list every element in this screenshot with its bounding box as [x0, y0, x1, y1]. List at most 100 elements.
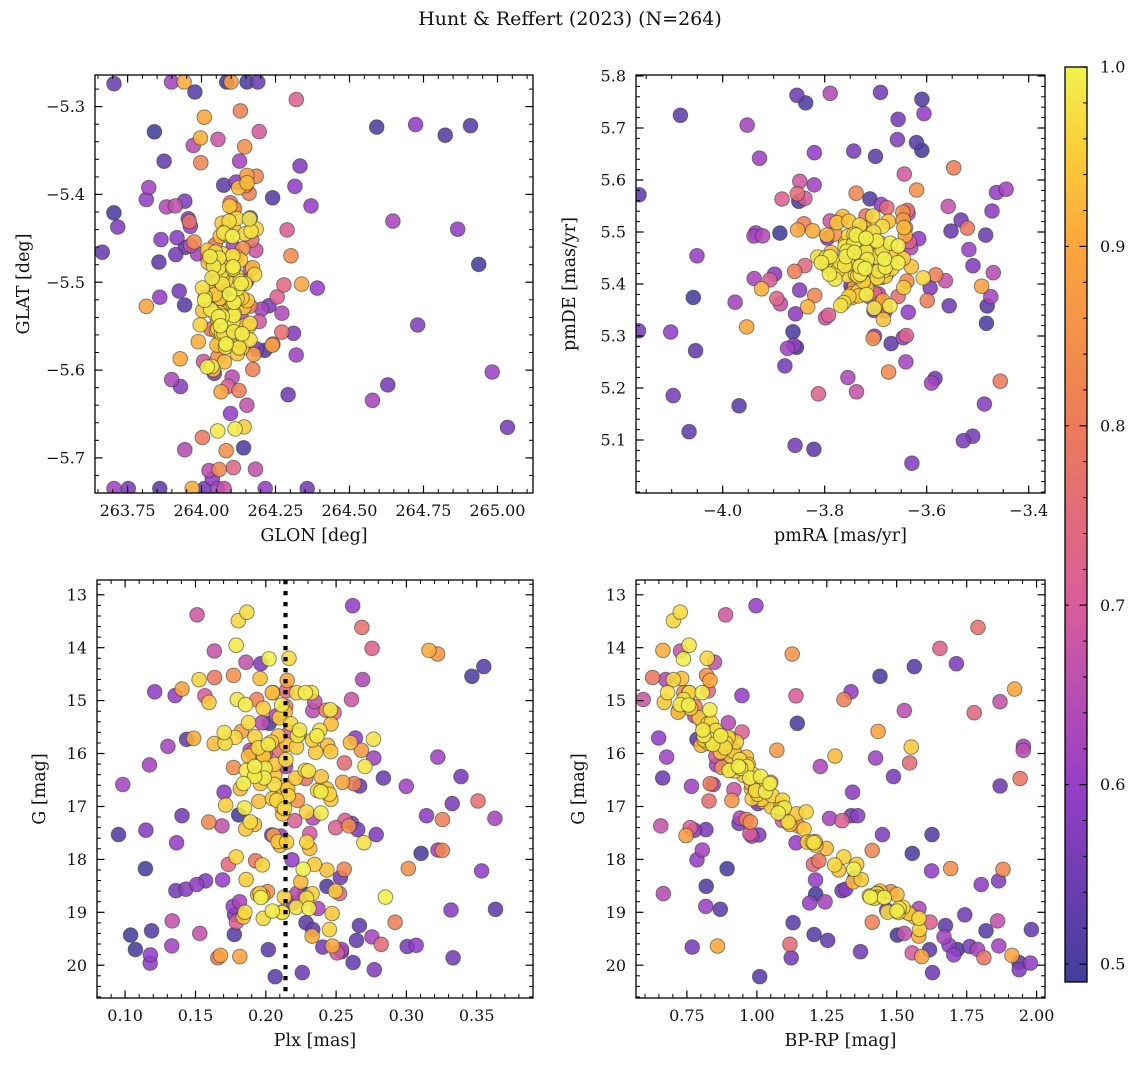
star-point [911, 910, 927, 927]
star-point [819, 932, 836, 949]
star-point [260, 941, 277, 958]
star-point [754, 228, 771, 244]
star-point [789, 222, 806, 238]
scatter-points [636, 597, 1040, 985]
star-point [301, 900, 317, 917]
star-point [327, 883, 344, 899]
star-point [295, 861, 312, 878]
star-point [636, 691, 651, 708]
y-tick-label: 20 [67, 956, 87, 975]
star-point [992, 373, 1009, 390]
colorbar-tick-label: 0.9 [1100, 237, 1125, 256]
star-point [217, 797, 234, 813]
star-point [943, 223, 959, 239]
star-point [409, 317, 426, 333]
star-point [110, 219, 126, 235]
star-point [702, 672, 718, 689]
star-point [177, 441, 193, 458]
star-point [239, 604, 255, 621]
star-point [782, 936, 798, 953]
star-point [120, 480, 137, 493]
star-point [712, 901, 729, 918]
star-point [398, 778, 415, 795]
panel-cmd: 0.75 1.00 1.25 1.50 1.75 2.00 13 14 15 16 17 18 19 20… [569, 579, 1054, 1051]
star-point [106, 480, 122, 493]
star-point [890, 254, 906, 271]
y-tick-label: 5.4 [601, 275, 626, 294]
y-tick-label: 17 [67, 797, 87, 816]
star-point [865, 208, 881, 224]
star-point [377, 889, 394, 905]
x-tick-label: 0.25 [318, 1006, 354, 1025]
star-point [730, 758, 747, 775]
star-point [1012, 770, 1028, 787]
star-point [973, 278, 990, 295]
star-point [264, 684, 281, 701]
axis-ticks: 263.75 264.00 264.25 264.50 264.75 265.00 −5.7… [46, 75, 533, 520]
star-point [430, 749, 446, 765]
star-point [225, 259, 241, 275]
axis-ticks: 0.10 0.15 0.20 0.25 0.30 0.35 13 14 15 16 17 18 19 20 [67, 580, 534, 1025]
star-point [106, 205, 122, 221]
star-point [796, 821, 812, 837]
star-point [734, 687, 750, 704]
star-point [874, 826, 891, 843]
star-point [783, 950, 800, 966]
star-point [209, 423, 226, 439]
star-point [701, 793, 717, 809]
star-point [192, 130, 209, 146]
star-point [336, 755, 353, 771]
star-point [357, 758, 373, 775]
star-point [945, 160, 962, 176]
star-point [989, 913, 1006, 929]
y-tick-label: 19 [67, 903, 87, 922]
star-point [313, 783, 329, 800]
star-point [176, 297, 193, 313]
x-tick-label: −3.8 [805, 501, 844, 520]
star-point [464, 668, 480, 685]
star-point [236, 800, 253, 816]
star-point [267, 968, 284, 985]
star-point [774, 191, 790, 207]
star-point [858, 286, 875, 303]
scatter-points [636, 84, 1014, 472]
star-point [300, 763, 317, 779]
figure-title: Hunt & Reffert (2023) (N=264) [418, 8, 722, 30]
star-point [870, 723, 886, 740]
star-point [353, 742, 370, 759]
y-axis-label: G [mag] [569, 753, 589, 824]
star-point [288, 91, 305, 108]
star-point [985, 264, 1002, 281]
star-point [253, 889, 269, 906]
star-point [185, 730, 202, 747]
star-point [260, 736, 277, 753]
star-point [924, 826, 940, 843]
star-point [862, 889, 879, 905]
star-point [806, 177, 823, 193]
star-point [665, 671, 682, 688]
star-point [206, 643, 223, 659]
star-point [164, 938, 180, 954]
star-point [334, 774, 351, 791]
star-point [237, 904, 253, 921]
star-point [680, 697, 697, 713]
star-point [903, 739, 920, 755]
star-point [106, 75, 122, 92]
star-point [309, 728, 325, 744]
star-point [727, 294, 743, 311]
star-point [152, 480, 168, 493]
colorbar: 0.5 0.6 0.7 0.8 0.9 1.0 [1064, 58, 1125, 983]
star-point [876, 889, 893, 906]
star-point [231, 153, 248, 169]
star-point [699, 650, 716, 667]
star-point [246, 266, 263, 283]
star-point [864, 842, 881, 859]
star-point [95, 244, 111, 260]
star-point [685, 289, 702, 306]
star-point [914, 948, 930, 965]
star-point [156, 153, 172, 169]
x-tick-label: 1.50 [879, 1006, 915, 1025]
star-point [188, 876, 205, 893]
star-point [146, 124, 163, 140]
